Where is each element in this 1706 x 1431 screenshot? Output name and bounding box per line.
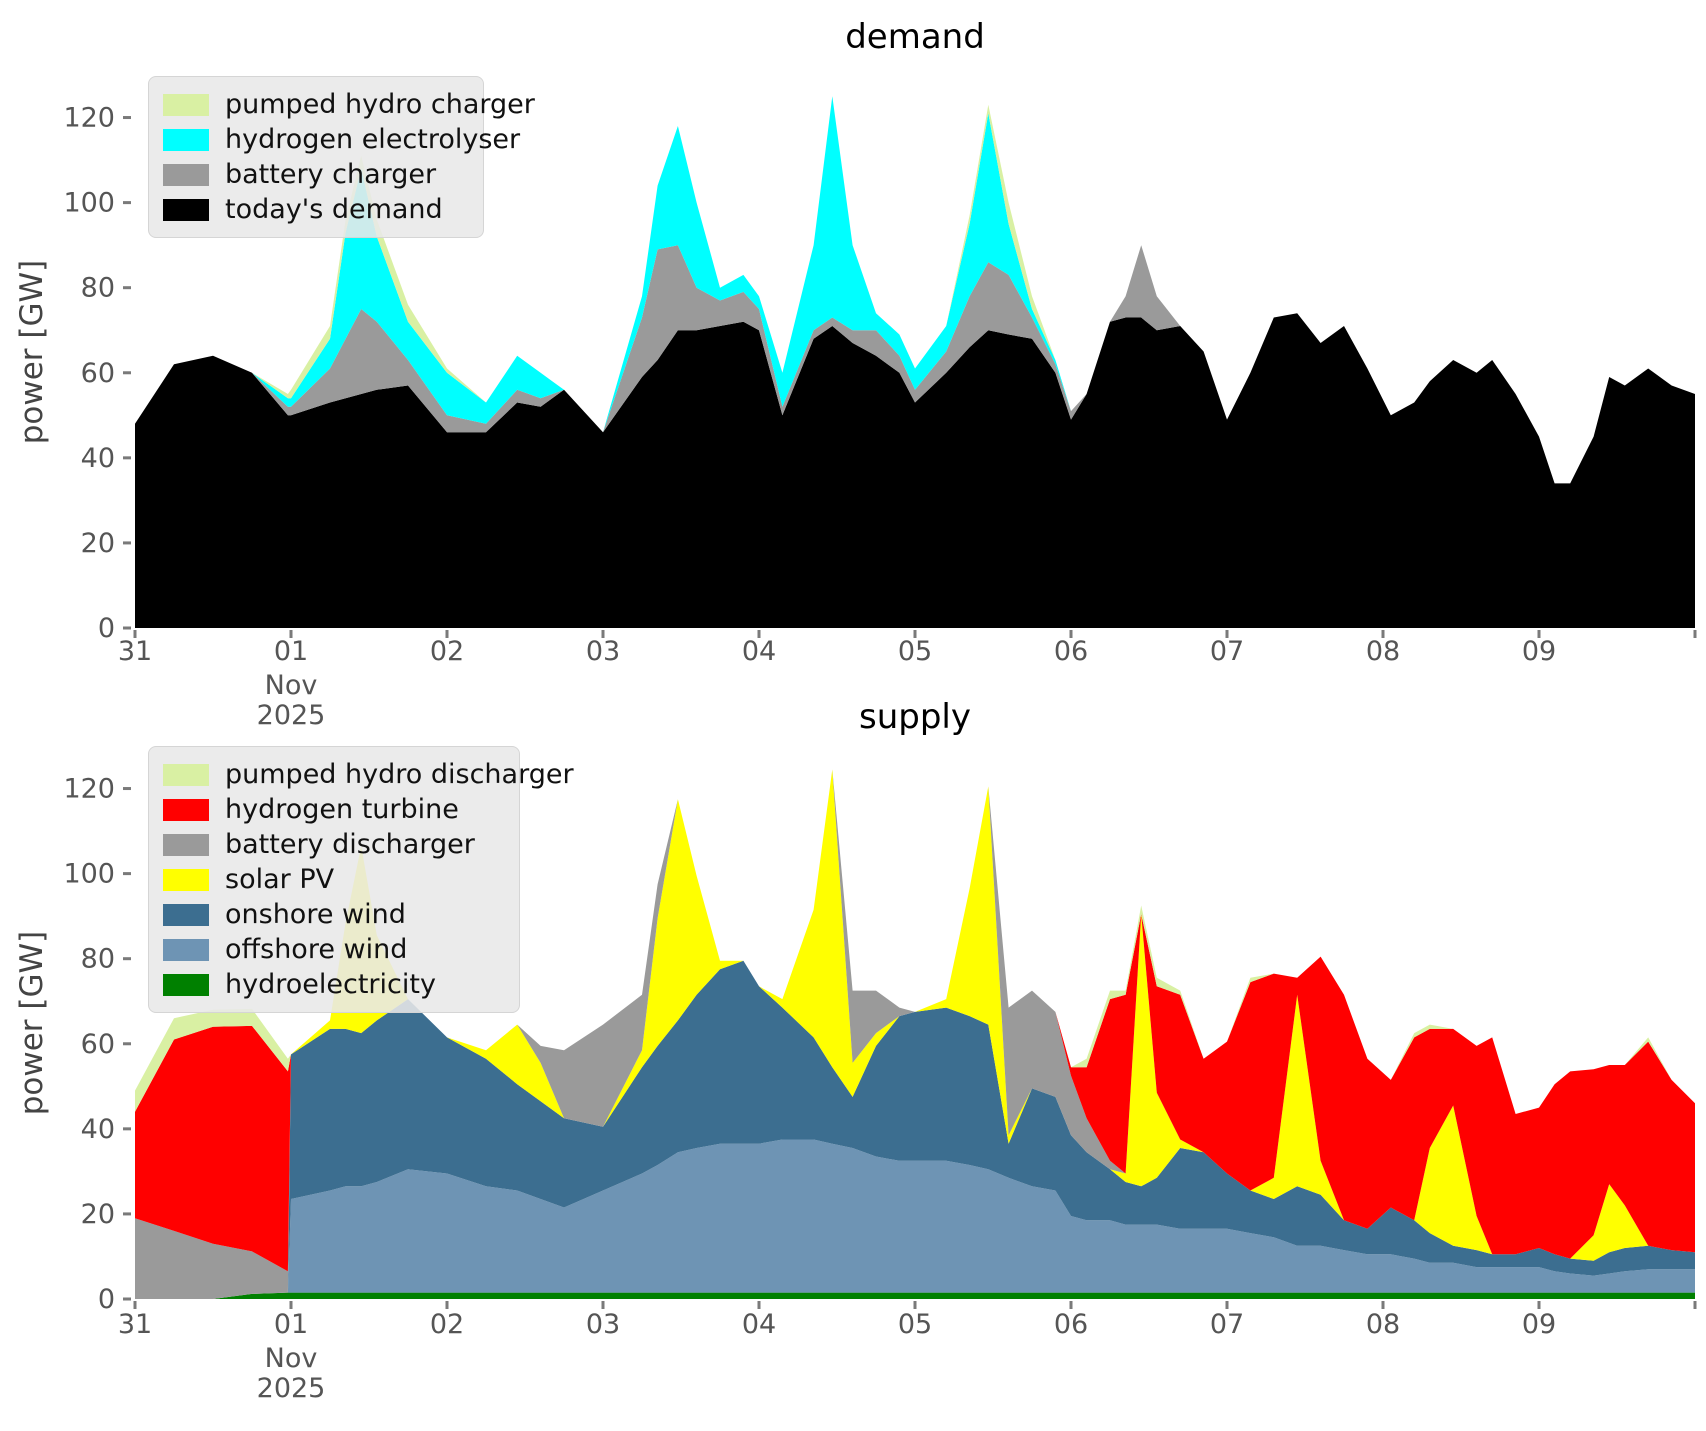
- x-tick-label: 09: [1522, 636, 1556, 667]
- legend-row: battery charger: [163, 157, 465, 192]
- legend-label: battery discharger: [225, 829, 475, 860]
- y-tick-label: 20: [81, 1199, 115, 1230]
- y-tick-label: 0: [98, 1284, 115, 1315]
- legend-row: solar PV: [163, 862, 501, 897]
- legend-swatch-icon: [163, 833, 209, 856]
- legend-row: offshore wind: [163, 932, 501, 967]
- area-hydroelectricity: [135, 1292, 1695, 1299]
- legend-swatch-icon: [163, 163, 209, 186]
- supply-y-axis-label: power [GW]: [14, 931, 50, 1116]
- x-tick-sublabel: 2025: [257, 700, 326, 731]
- legend-swatch-icon: [163, 93, 209, 116]
- y-tick-label: 40: [81, 443, 115, 474]
- legend-label: solar PV: [225, 864, 335, 895]
- legend-label: hydroelectricity: [225, 969, 436, 1000]
- x-tick-label: 02: [430, 1309, 464, 1340]
- x-tick-label: 01: [274, 1309, 308, 1340]
- x-tick-label: 05: [898, 1309, 932, 1340]
- x-tick-label: 04: [742, 1309, 776, 1340]
- y-tick-label: 100: [63, 188, 115, 219]
- legend-row: today's demand: [163, 192, 465, 227]
- legend-swatch-icon: [163, 198, 209, 221]
- x-tick-label: 07: [1210, 636, 1244, 667]
- legend-row: battery discharger: [163, 827, 501, 862]
- legend-row: hydrogen electrolyser: [163, 122, 520, 157]
- x-tick-label: 03: [586, 636, 620, 667]
- supply-chart-title: supply: [859, 697, 971, 737]
- legend-swatch-icon: [163, 798, 209, 821]
- demand-legend: pumped hydro charger hydrogen electrolyse…: [148, 76, 535, 238]
- legend-row: hydroelectricity: [163, 967, 501, 1002]
- legend-label: offshore wind: [225, 934, 408, 965]
- supply-legend: pumped hydro discharger hydrogen turbine b…: [148, 746, 574, 1013]
- x-tick-label: 08: [1366, 636, 1400, 667]
- legend-label: onshore wind: [225, 899, 406, 930]
- y-tick-label: 120: [63, 103, 115, 134]
- x-tick-label: 09: [1522, 1309, 1556, 1340]
- area-today-s-demand: [135, 313, 1695, 628]
- x-tick-label: 01: [274, 636, 308, 667]
- x-tick-sublabel: Nov: [265, 1343, 318, 1374]
- y-tick-label: 40: [81, 1114, 115, 1145]
- x-tick-label: 03: [586, 1309, 620, 1340]
- x-tick-sublabel: Nov: [265, 670, 318, 701]
- legend-row: onshore wind: [163, 897, 501, 932]
- legend-label: pumped hydro discharger: [225, 759, 574, 790]
- y-tick-label: 120: [63, 774, 115, 805]
- legend-row: hydrogen turbine: [163, 792, 501, 827]
- area-solar-pv: [135, 769, 1695, 1299]
- demand-y-axis-label: power [GW]: [14, 260, 50, 445]
- area-layers: [135, 96, 1695, 1299]
- y-tick-label: 100: [63, 859, 115, 890]
- x-tick-label: 02: [430, 636, 464, 667]
- legend-label: today's demand: [225, 194, 443, 225]
- legend-label: hydrogen turbine: [225, 794, 459, 825]
- legend-label: hydrogen electrolyser: [225, 124, 521, 155]
- legend-swatch-icon: [163, 903, 209, 926]
- x-tick-label: 31: [118, 636, 152, 667]
- x-tick-label: 08: [1366, 1309, 1400, 1340]
- y-tick-label: 20: [81, 528, 115, 559]
- x-tick-label: 04: [742, 636, 776, 667]
- y-tick-label: 80: [81, 944, 115, 975]
- legend-swatch-icon: [163, 938, 209, 961]
- x-tick-label: 06: [1054, 636, 1088, 667]
- legend-row: pumped hydro charger: [163, 87, 535, 122]
- x-tick-label: 07: [1210, 1309, 1244, 1340]
- y-tick-label: 60: [81, 1029, 115, 1060]
- x-tick-label: 31: [118, 1309, 152, 1340]
- x-tick-label: 06: [1054, 1309, 1088, 1340]
- y-tick-label: 60: [81, 358, 115, 389]
- legend-row: pumped hydro discharger: [163, 757, 574, 792]
- area-onshore-wind: [135, 960, 1695, 1299]
- legend-swatch-icon: [163, 128, 209, 151]
- y-tick-label: 80: [81, 273, 115, 304]
- legend-label: pumped hydro charger: [225, 89, 535, 120]
- legend-swatch-icon: [163, 973, 209, 996]
- legend-swatch-icon: [163, 763, 209, 786]
- area-offshore-wind: [135, 1139, 1695, 1299]
- y-tick-label: 0: [98, 613, 115, 644]
- legend-swatch-icon: [163, 868, 209, 891]
- x-tick-sublabel: 2025: [257, 1373, 326, 1404]
- area-hydrogen-electrolyser: [135, 96, 1695, 484]
- legend-label: battery charger: [225, 159, 437, 190]
- x-tick-label: 05: [898, 636, 932, 667]
- demand-chart-title: demand: [845, 17, 985, 57]
- area-hydrogen-turbine: [135, 769, 1695, 1272]
